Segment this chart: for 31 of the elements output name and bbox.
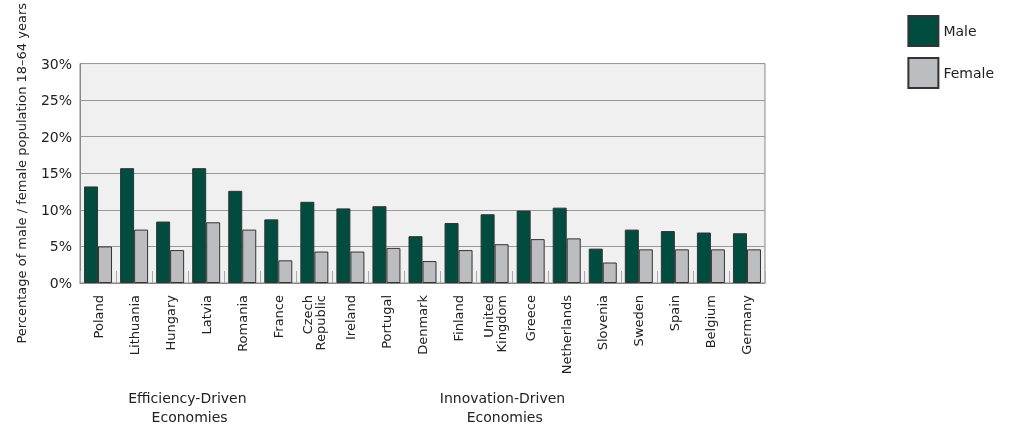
x-tick-label: Belgium <box>703 295 719 349</box>
x-tick-label: France <box>270 295 286 339</box>
y-tick-label: 30% <box>40 55 72 72</box>
x-tick-label: Netherlands <box>559 294 575 375</box>
x-tick-label: Germany <box>739 294 755 355</box>
x-tick-label: Finland <box>451 295 467 342</box>
x-tick-label: Czech Republic <box>300 295 329 351</box>
x-tick-label: United Kingdom <box>480 295 509 353</box>
text: Efficiency-Driven Economies <box>128 389 252 425</box>
y-tick-label: 25% <box>40 92 72 109</box>
text: Innovation-Driven Economies <box>439 389 570 425</box>
x-tick-label: Poland <box>90 295 106 339</box>
x-tick-label: Portugal <box>378 295 394 349</box>
y-axis-title: Percentage of male / female population 18–64 years <box>14 2 29 344</box>
x-tick-label: Hungary <box>162 294 178 351</box>
x-tick-label: Sweden <box>631 295 647 347</box>
x-tick-label: Lithuania <box>126 295 142 356</box>
x-tick-label: Denmark <box>415 294 430 355</box>
x-tick-label: Slovenia <box>595 295 611 351</box>
x-tick-label: Ireland <box>342 295 358 340</box>
x-tick-label: Spain <box>667 295 683 332</box>
y-tick-label: 0% <box>49 275 72 291</box>
y-tick-label: 15% <box>40 165 72 182</box>
legend-label: Female <box>943 65 994 81</box>
x-tick-label: Greece <box>523 295 539 342</box>
x-tick-label: Romania <box>234 295 250 352</box>
legend-label: Male <box>943 23 977 39</box>
y-tick-label: 5% <box>49 238 72 255</box>
y-tick-label: 20% <box>40 128 72 145</box>
y-tick-label: 10% <box>40 201 72 218</box>
x-tick-label: Latvia <box>198 295 214 335</box>
